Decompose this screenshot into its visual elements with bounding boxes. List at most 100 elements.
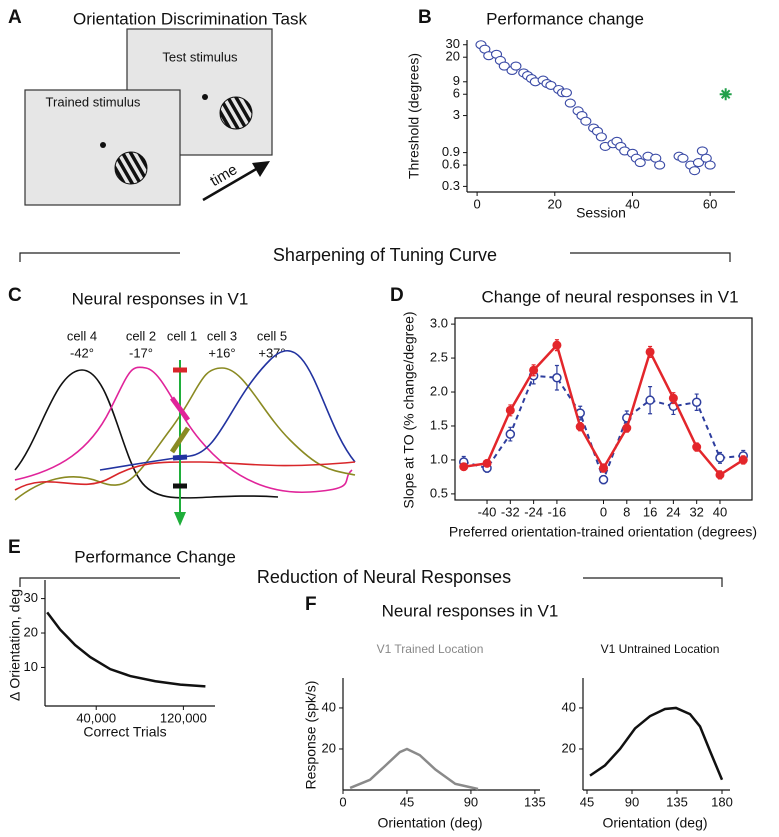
section-rule — [19, 577, 180, 587]
section-rule — [19, 252, 180, 262]
y-tick-label: 0.9 — [442, 144, 460, 159]
arrow-head — [252, 161, 270, 177]
cell-name: cell 5 — [257, 328, 287, 343]
cell-name: cell 3 — [207, 328, 237, 343]
y-tick-label: 6 — [453, 86, 460, 101]
y-tick-label: 1.0 — [430, 451, 448, 466]
stimulus-label: Trained stimulus — [46, 94, 141, 109]
cell-angle: +16° — [208, 345, 235, 360]
cell-angle: -42° — [70, 345, 94, 360]
point — [529, 365, 539, 375]
point — [552, 340, 562, 350]
point — [719, 88, 732, 101]
point — [696, 146, 708, 156]
cell-name: cell 4 — [67, 328, 97, 343]
line-series — [349, 747, 479, 791]
panel-letter: D — [390, 285, 404, 306]
x-tick-label: 24 — [666, 504, 680, 519]
tuning-curve — [14, 366, 353, 493]
point — [715, 470, 725, 480]
point — [598, 474, 609, 485]
point — [505, 429, 516, 439]
point — [552, 373, 562, 383]
slope-mark — [172, 454, 188, 461]
y-tick-label: 3.0 — [430, 316, 448, 331]
chart-title: V1 Trained Location — [377, 642, 484, 656]
point — [738, 455, 748, 465]
x-tick-label: 0 — [600, 504, 607, 519]
x-axis-title: Session — [576, 205, 626, 221]
point — [505, 405, 515, 415]
y-tick-label: 2.5 — [430, 350, 448, 365]
point — [654, 160, 666, 170]
y-tick-label: 9 — [453, 73, 460, 88]
arrow-label: time — [207, 161, 240, 190]
x-tick-label: 45 — [580, 794, 594, 809]
x-tick-label: 135 — [666, 794, 688, 809]
y-tick-label: 0.6 — [442, 157, 460, 172]
point — [622, 423, 632, 433]
point — [645, 395, 655, 405]
point — [691, 397, 702, 407]
point — [692, 158, 705, 168]
x-tick-label: 180 — [711, 794, 733, 809]
x-tick-label: -24 — [524, 504, 543, 519]
y-axis-title: Slope at TO (% change/degree) — [401, 311, 417, 508]
x-tick-label: 16 — [643, 504, 657, 519]
x-tick-label: 32 — [689, 504, 703, 519]
y-tick-label: 0.5 — [430, 485, 448, 500]
x-tick-label: 0 — [473, 196, 480, 211]
point — [498, 61, 510, 71]
arrow-head — [174, 512, 186, 526]
y-tick-label: 30 — [446, 36, 460, 51]
point — [482, 458, 492, 468]
chart-title: Performance change — [486, 9, 644, 28]
section-heading: Reduction of Neural Responses — [257, 567, 511, 587]
y-tick-label: 3 — [453, 107, 460, 122]
stimulus-label: Test stimulus — [162, 49, 238, 64]
cell-angle: +37° — [258, 345, 285, 360]
point — [704, 160, 716, 170]
cell-name: cell 2 — [126, 328, 156, 343]
tuning-curve — [14, 461, 356, 491]
x-tick-label: -16 — [548, 504, 567, 519]
point — [599, 463, 608, 473]
tuning-curve — [99, 350, 356, 471]
chart-title: V1 Untrained Location — [601, 642, 720, 656]
x-tick-label: -32 — [501, 504, 520, 519]
panel-letter: E — [8, 537, 21, 558]
x-tick-label: 40,000 — [76, 710, 116, 725]
point — [689, 166, 701, 176]
chart-title: Change of neural responses in V1 — [481, 287, 738, 306]
section-heading: Sharpening of Tuning Curve — [273, 245, 497, 265]
x-axis-title: Correct Trials — [83, 724, 166, 740]
panel-title: Neural responses in V1 — [382, 601, 559, 620]
point — [575, 422, 585, 432]
x-axis-title: Orientation (deg) — [602, 815, 707, 831]
tuning-curve — [14, 369, 279, 499]
panel-title: Neural responses in V1 — [72, 289, 249, 308]
x-tick-label: -40 — [478, 504, 497, 519]
section-rule — [570, 252, 731, 262]
y-tick-label: 20 — [24, 624, 38, 639]
y-tick-label: 20 — [322, 740, 336, 755]
chart-title: Performance Change — [74, 547, 236, 566]
panel-letter: A — [8, 7, 22, 28]
point — [560, 88, 572, 98]
panel-letter: F — [305, 594, 317, 615]
point — [459, 462, 469, 472]
line-series — [463, 342, 744, 477]
panel-title: Orientation Discrimination Task — [73, 9, 307, 28]
grating — [219, 96, 253, 130]
x-axis-title: Orientation (deg) — [377, 815, 482, 831]
y-axis-title: Response (spk/s) — [303, 681, 319, 790]
panel-letter: C — [8, 285, 22, 306]
y-tick-label: 40 — [562, 699, 576, 714]
line-series — [46, 611, 206, 688]
cell-angle: -17° — [129, 345, 153, 360]
point — [668, 393, 678, 403]
grating — [114, 151, 148, 185]
panel-letter: B — [418, 7, 432, 28]
x-tick-label: 45 — [400, 794, 414, 809]
